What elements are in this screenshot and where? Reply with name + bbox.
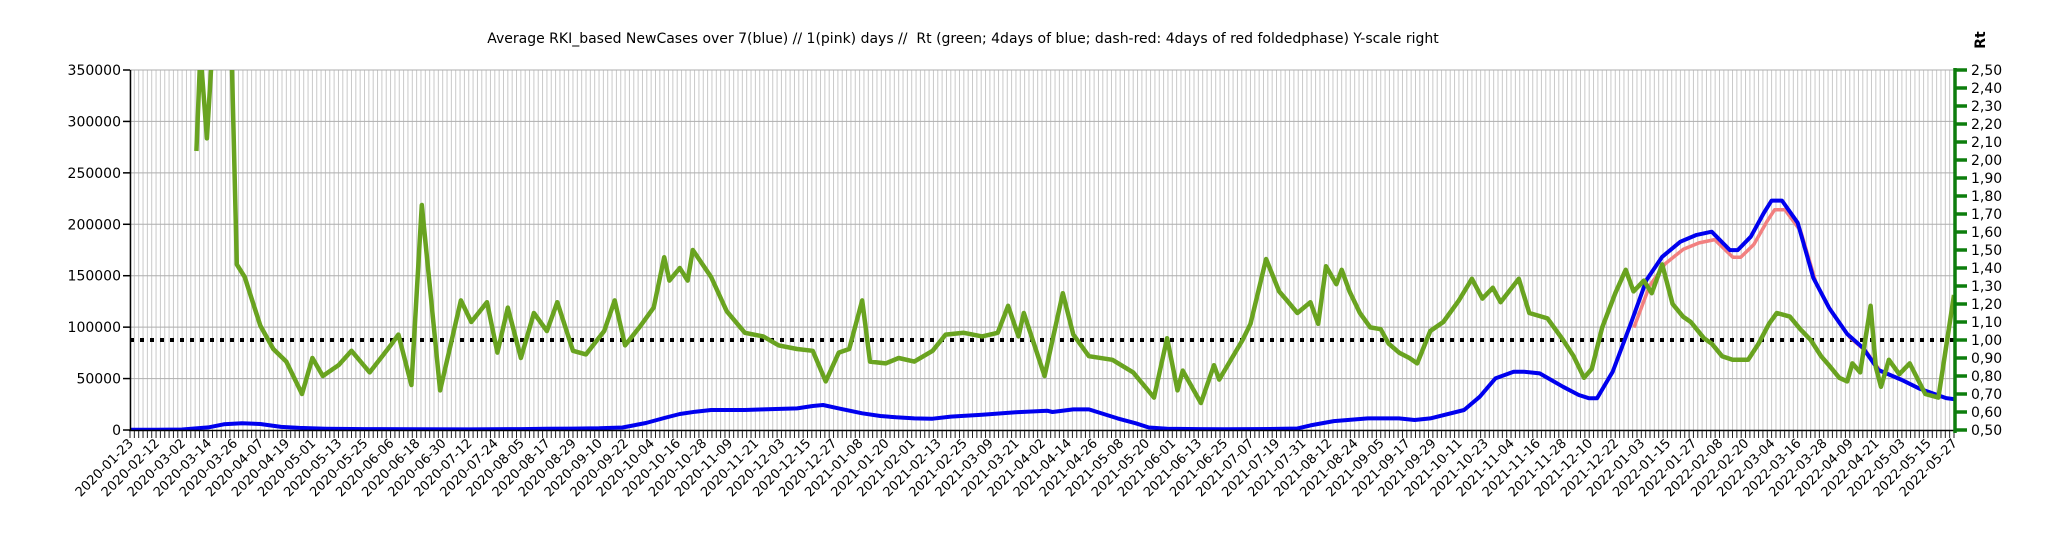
left-axis-tick-label: 250000 xyxy=(68,166,121,182)
right-axis-tick-label: 1,80 xyxy=(1971,189,2002,205)
right-axis-tick-label: 1,50 xyxy=(1971,243,2002,259)
right-axis-tick-label: 0,80 xyxy=(1971,369,2002,385)
left-axis-tick-label: 100000 xyxy=(68,320,121,336)
left-axis-tick-label: 150000 xyxy=(68,269,121,285)
right-axis-tick-label: 2,50 xyxy=(1971,63,2002,79)
series-rt-green xyxy=(194,70,1954,406)
right-axis-tick-label: 1,90 xyxy=(1971,171,2002,187)
right-axis-tick-label: 0,90 xyxy=(1971,351,2002,367)
left-axis-tick-label: 300000 xyxy=(68,114,121,130)
right-axis-tick-label: 1,00 xyxy=(1971,333,2002,349)
right-axis-tick-label: 0,70 xyxy=(1971,387,2002,403)
left-axis-tick-label: 200000 xyxy=(68,217,121,233)
right-axis-tick-label: 2,20 xyxy=(1971,117,2002,133)
left-axis-tick-label: 350000 xyxy=(68,63,121,79)
right-axis-tick-label: 1,10 xyxy=(1971,315,2002,331)
right-axis-tick-label: 2,10 xyxy=(1971,135,2002,151)
right-axis-tick-label: 2,00 xyxy=(1971,153,2002,169)
right-axis-tick-label: 1,40 xyxy=(1971,261,2002,277)
chart-title: Average RKI_based NewCases over 7(blue) … xyxy=(487,31,1439,47)
right-axis-tick-label: 1,70 xyxy=(1971,207,2002,223)
right-axis-tick-label: 0,50 xyxy=(1971,423,2002,439)
right-axis-tick-label: 1,60 xyxy=(1971,225,2002,241)
right-axis-tick-label: 0,60 xyxy=(1971,405,2002,421)
left-axis-tick-label: 50000 xyxy=(76,372,121,388)
series-newcases-7day-blue xyxy=(130,198,1954,430)
right-axis-tick-label: 2,40 xyxy=(1971,81,2002,97)
right-axis-tick-label: 1,30 xyxy=(1971,279,2002,295)
right-axis-title: Rt xyxy=(1973,31,1989,49)
left-axis-tick-label: 0 xyxy=(112,423,121,439)
right-axis-tick-label: 1,20 xyxy=(1971,297,2002,313)
right-axis-tick-label: 2,30 xyxy=(1971,99,2002,115)
